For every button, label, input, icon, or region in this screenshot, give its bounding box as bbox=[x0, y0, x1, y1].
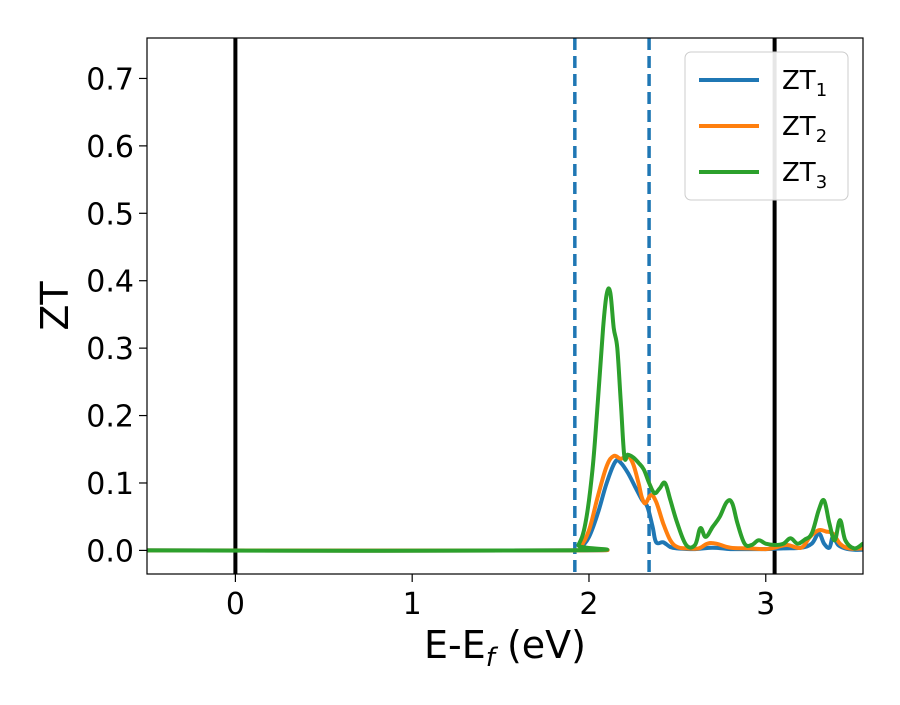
series-line-zt3 bbox=[147, 286, 863, 553]
legend-box bbox=[684, 51, 849, 201]
legend-label-zt3: ZT3 bbox=[782, 158, 827, 193]
legend-label-zt2: ZT2 bbox=[782, 112, 827, 147]
x-axis-ticks: 0 1 2 3 bbox=[226, 574, 775, 622]
y-tick-label: 0.6 bbox=[86, 130, 134, 165]
x-axis-title-unit: (eV) bbox=[495, 623, 586, 667]
y-axis-ticks: 0.0 0.1 0.2 0.3 0.4 0.5 0.6 0.7 bbox=[86, 62, 147, 569]
series-line-zt2 bbox=[147, 453, 863, 553]
x-axis-title: E-Ef (eV) bbox=[424, 623, 586, 673]
legend: ZT1 ZT2 ZT3 bbox=[684, 51, 849, 201]
y-tick-label: 0.3 bbox=[86, 332, 134, 367]
y-tick-label: 0.4 bbox=[86, 265, 134, 300]
series-line-zt1 bbox=[147, 457, 863, 553]
series-lines bbox=[147, 286, 863, 553]
x-tick-label: 0 bbox=[226, 587, 245, 622]
y-tick-label: 0.5 bbox=[86, 197, 134, 232]
legend-entries: ZT1 ZT2 ZT3 bbox=[699, 66, 827, 193]
x-tick-label: 3 bbox=[756, 587, 775, 622]
x-tick-label: 1 bbox=[403, 587, 422, 622]
y-tick-label: 0.1 bbox=[86, 467, 134, 502]
y-tick-label: 0.7 bbox=[86, 62, 134, 97]
y-tick-label: 0.0 bbox=[86, 534, 134, 569]
x-tick-label: 2 bbox=[579, 587, 598, 622]
x-axis-title-main: E-E bbox=[424, 623, 486, 667]
y-axis-title: ZT bbox=[33, 281, 77, 331]
y-tick-label: 0.2 bbox=[86, 400, 134, 435]
legend-label-zt1: ZT1 bbox=[782, 66, 827, 101]
plot-frame bbox=[146, 37, 864, 575]
